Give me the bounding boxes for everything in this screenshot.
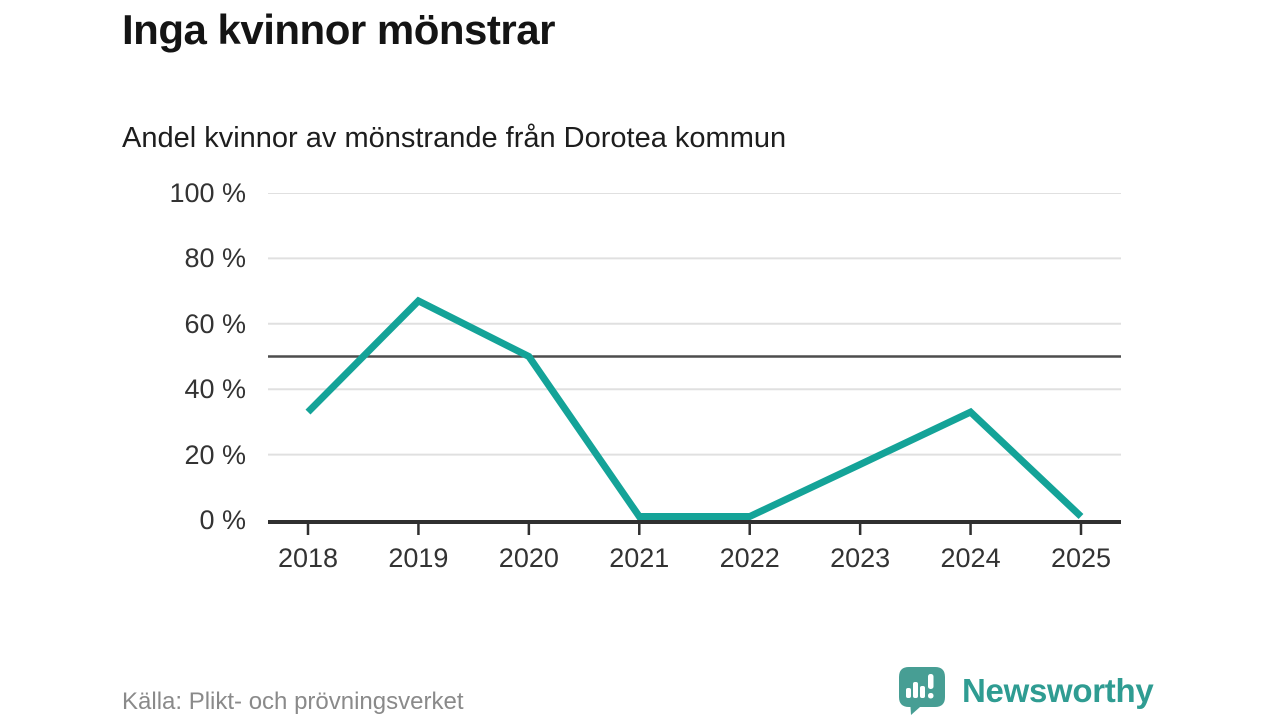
x-axis-tick-label: 2021 [609, 543, 670, 573]
x-axis-tick-label: 2025 [1050, 543, 1112, 573]
page-title: Inga kvinnor mönstrar [122, 6, 555, 53]
y-axis-tick-label: 60 % [184, 308, 246, 339]
x-axis-tick-label: 2024 [940, 543, 1001, 573]
x-axis-tick-label: 2019 [388, 543, 449, 573]
y-axis: 100 % 80 % 60 % 40 % 20 % 0 % [110, 178, 246, 535]
x-axis-tick [306, 524, 310, 535]
x-axis: 2018 2019 2020 2021 2022 2023 2024 2025 [268, 542, 1121, 576]
x-axis-tick [527, 524, 531, 535]
y-axis-tick-label: 100 % [169, 178, 246, 208]
y-axis-tick-label: 80 % [184, 243, 246, 274]
x-axis-tick [858, 524, 862, 535]
x-axis-tick-label: 2020 [498, 543, 559, 573]
brand-logo: Newsworthy [898, 664, 1158, 718]
y-axis-tick-label: 0 % [199, 505, 246, 535]
line-chart-plot-area [268, 192, 1121, 543]
bar-chart-speech-bubble-icon [899, 667, 945, 715]
x-axis-tick [638, 524, 641, 535]
x-axis-tick [417, 524, 420, 535]
x-axis-tick-label: 2023 [830, 543, 891, 573]
data-line-series [305, 296, 1084, 520]
x-axis-tick [748, 524, 751, 535]
chart-subtitle: Andel kvinnor av mönstrande från Dorotea… [122, 122, 787, 154]
y-axis-tick-label: 40 % [184, 374, 246, 405]
x-axis-tick [1079, 524, 1083, 535]
y-axis-tick-label: 20 % [184, 439, 246, 470]
x-axis-tick-label: 2018 [277, 543, 339, 573]
line-chart-svg [268, 192, 1121, 535]
x-axis-line [268, 520, 1121, 524]
x-axis-tick-label: 2022 [719, 543, 780, 573]
brand-name: Newsworthy [962, 672, 1154, 709]
x-axis-tick [969, 524, 972, 535]
source-note: Källa: Plikt- och prövningsverket [122, 688, 464, 715]
